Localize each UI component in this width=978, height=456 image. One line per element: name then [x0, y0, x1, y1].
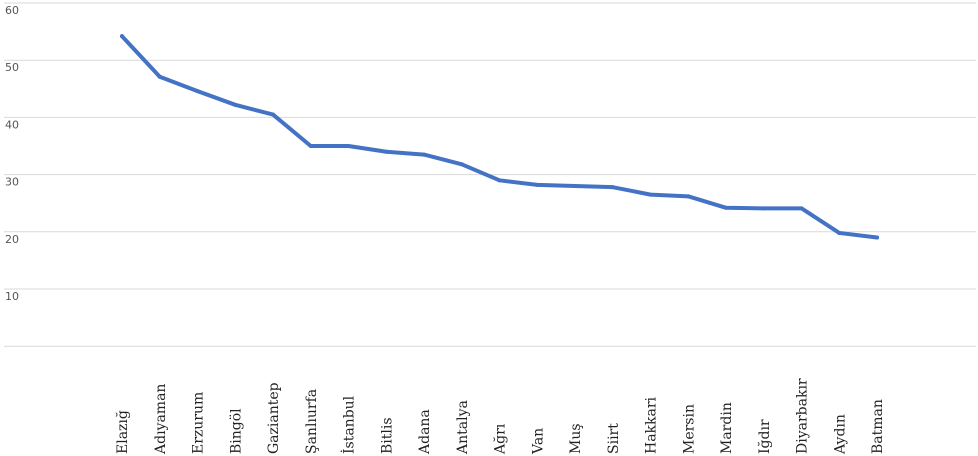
series-layer: [120, 34, 879, 240]
x-tick-label: Antalya: [455, 400, 471, 455]
y-tick-label: 20: [5, 233, 19, 246]
data-point: [346, 144, 351, 148]
x-tick-label: Aydın: [832, 414, 848, 455]
data-point: [761, 206, 766, 211]
x-tick-label: Siirt: [606, 423, 622, 454]
x-tick-label: Adıyaman: [153, 384, 169, 455]
x-tick-label: Muş: [568, 423, 584, 454]
data-point: [384, 149, 389, 154]
data-point: [875, 235, 879, 240]
data-point: [233, 102, 238, 107]
y-tick-label: 60: [5, 4, 19, 17]
data-point: [535, 182, 540, 187]
x-tick-label: Mardin: [719, 402, 735, 454]
x-tick-label: Iğdır: [757, 419, 773, 454]
y-tick-label: 30: [5, 176, 19, 189]
data-point: [610, 185, 615, 190]
x-tick-label: Gaziantep: [266, 382, 282, 454]
data-point: [195, 89, 200, 94]
data-point: [422, 152, 426, 157]
y-tick-label: 40: [5, 118, 19, 131]
data-point: [648, 192, 653, 197]
y-tick-label: 50: [5, 61, 19, 74]
x-tick-label: İstanbul: [340, 395, 358, 454]
data-point: [271, 112, 275, 117]
y-axis-tick-labels: 10 20 30 40 50 60: [5, 4, 19, 303]
x-tick-label: Mersin: [681, 404, 697, 454]
x-tick-label: Elazığ: [115, 410, 131, 454]
data-point: [497, 178, 502, 183]
x-tick-label: Diyarbakır: [795, 378, 811, 454]
data-point: [459, 162, 464, 167]
x-tick-label: Hakkari: [644, 396, 660, 454]
x-tick-label: Adana: [417, 409, 433, 455]
data-point: [837, 230, 842, 235]
x-tick-label: Şanlıurfa: [304, 389, 320, 454]
data-point: [308, 144, 313, 148]
x-tick-label: Bitlis: [379, 417, 395, 454]
data-point: [120, 34, 124, 39]
x-tick-label: Van: [530, 428, 546, 455]
gridlines: [4, 2, 976, 347]
data-point: [799, 206, 804, 211]
x-tick-label: Bingöl: [228, 408, 244, 454]
x-tick-label: Batman: [870, 399, 886, 454]
x-axis-tick-labels: Elazığ Adıyaman Erzurum Bingöl Gaziantep Şanl…: [115, 378, 886, 455]
data-point: [686, 194, 691, 199]
x-tick-label: Ağrı: [493, 423, 509, 455]
x-tick-label: Erzurum: [191, 392, 207, 454]
data-point: [724, 205, 728, 210]
data-point: [157, 74, 162, 79]
data-point: [573, 184, 577, 189]
y-tick-label: 10: [5, 290, 19, 303]
